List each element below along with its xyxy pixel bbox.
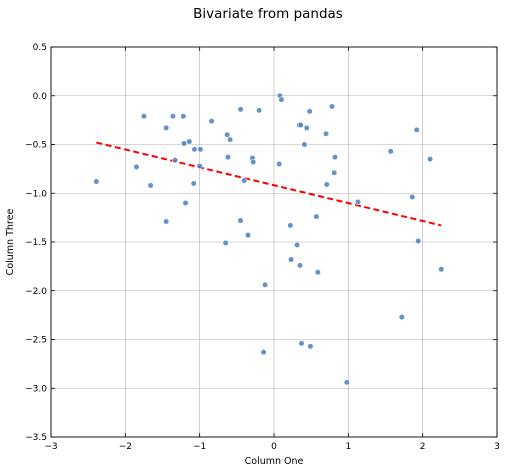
data-point bbox=[172, 157, 179, 164]
y-tick-label: −1.0 bbox=[25, 189, 47, 199]
y-tick-label: −2.0 bbox=[25, 287, 47, 297]
data-point bbox=[256, 107, 263, 114]
y-tick-label: −3.0 bbox=[25, 384, 47, 394]
data-point bbox=[182, 199, 189, 207]
data-point bbox=[313, 213, 320, 220]
data-points bbox=[93, 92, 445, 386]
y-tick-label: 0.5 bbox=[33, 43, 47, 53]
data-point bbox=[278, 96, 285, 103]
x-axis-label: Column One bbox=[245, 456, 304, 467]
chart-title: Bivariate from pandas bbox=[193, 6, 343, 22]
data-point bbox=[197, 146, 204, 153]
data-point bbox=[169, 113, 177, 120]
data-point bbox=[250, 158, 257, 166]
x-tick-label: −2 bbox=[119, 442, 132, 452]
data-point bbox=[180, 113, 187, 120]
x-tick-label: 1 bbox=[345, 442, 351, 452]
data-point bbox=[163, 124, 170, 132]
data-point bbox=[224, 131, 231, 138]
data-point bbox=[140, 113, 148, 120]
data-point bbox=[191, 146, 198, 153]
x-tick-labels: −3 −2 −1 0 1 2 3 bbox=[44, 442, 500, 452]
data-point bbox=[196, 162, 203, 170]
data-point bbox=[260, 349, 267, 356]
data-point bbox=[237, 106, 244, 113]
data-point bbox=[190, 180, 197, 187]
x-tick-label: −3 bbox=[44, 442, 57, 452]
data-point bbox=[298, 340, 305, 347]
data-point bbox=[227, 136, 234, 143]
data-point bbox=[328, 103, 336, 110]
data-point bbox=[354, 198, 362, 206]
data-point bbox=[180, 140, 188, 147]
axis-ticks bbox=[50, 46, 498, 438]
data-point bbox=[307, 343, 314, 350]
data-point bbox=[296, 262, 304, 269]
data-point bbox=[331, 169, 338, 176]
data-point bbox=[224, 154, 232, 161]
data-point bbox=[413, 126, 420, 133]
data-point bbox=[415, 237, 422, 245]
y-tick-label: −0.5 bbox=[25, 141, 47, 151]
regression-fit-line bbox=[96, 141, 442, 227]
data-point bbox=[303, 124, 310, 132]
data-point bbox=[244, 232, 252, 239]
y-axis-label: Column Three bbox=[5, 209, 16, 276]
y-tick-label: −1.5 bbox=[25, 238, 47, 248]
fit-line-group bbox=[96, 141, 442, 227]
data-point bbox=[343, 379, 350, 386]
data-point bbox=[261, 281, 269, 289]
grid-lines bbox=[51, 47, 497, 437]
x-tick-label: 2 bbox=[420, 442, 426, 452]
data-point bbox=[297, 121, 304, 129]
data-point bbox=[331, 154, 339, 161]
data-point bbox=[222, 239, 229, 247]
data-point bbox=[301, 141, 308, 148]
data-point bbox=[147, 182, 154, 189]
data-point bbox=[186, 138, 193, 145]
data-point bbox=[276, 160, 283, 168]
data-point bbox=[293, 241, 301, 249]
data-point bbox=[387, 148, 394, 155]
y-tick-label: −2.5 bbox=[25, 336, 47, 346]
data-point bbox=[314, 269, 321, 276]
data-point bbox=[322, 130, 330, 137]
x-tick-label: −1 bbox=[193, 442, 206, 452]
data-point bbox=[287, 222, 294, 229]
data-point bbox=[398, 313, 405, 321]
x-tick-label: 0 bbox=[271, 442, 277, 452]
y-tick-label: 0.0 bbox=[33, 92, 48, 102]
data-point bbox=[93, 178, 100, 185]
data-point bbox=[427, 156, 434, 163]
data-point bbox=[133, 163, 140, 171]
data-point bbox=[163, 218, 170, 225]
x-tick-label: 3 bbox=[494, 442, 500, 452]
data-point bbox=[287, 256, 295, 263]
data-point bbox=[438, 266, 445, 273]
y-tick-label: −3.5 bbox=[25, 433, 47, 443]
data-point bbox=[241, 177, 248, 184]
data-point bbox=[323, 181, 330, 188]
data-point bbox=[208, 117, 215, 125]
data-point bbox=[306, 108, 313, 115]
data-point bbox=[409, 194, 416, 201]
data-point bbox=[237, 217, 244, 224]
y-tick-labels: 0.5 0.0 −0.5 −1.0 −1.5 −2.0 −2.5 −3.0 −3.5 bbox=[25, 43, 47, 443]
